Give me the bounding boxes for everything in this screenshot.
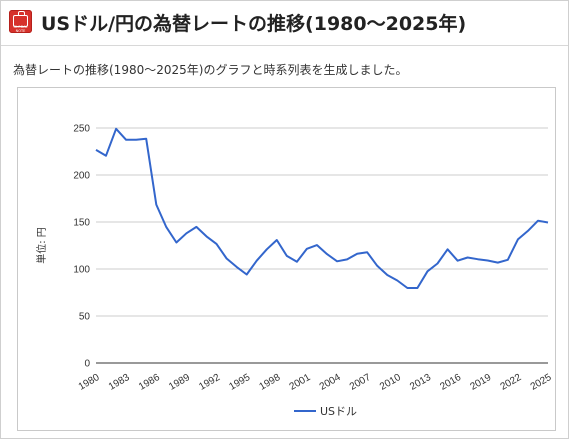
y-tick-label: 250 (73, 124, 90, 135)
x-tick-label: 2001 (288, 372, 313, 393)
x-tick-label: 2007 (348, 372, 373, 393)
x-tick-labels: 1980 1983 1986 1989 1992 1995 1998 2001 2004 2007… (77, 372, 554, 393)
series-line[interactable] (95, 127, 549, 289)
series-lines (95, 127, 549, 289)
series-points (95, 128, 549, 288)
x-tick-label: 1998 (258, 372, 283, 393)
page-subtitle: 為替レートの推移(1980～2025年)のグラフと時系列表を生成しました。 (13, 63, 408, 77)
x-tick-label: 2016 (438, 372, 463, 393)
x-tick-label: 2010 (378, 372, 403, 393)
y-axis-label: 単位: 円 (35, 227, 48, 264)
grid-lines (96, 127, 548, 364)
legend-label: USドル (320, 405, 357, 418)
legend[interactable]: USドル (294, 405, 357, 418)
x-tick-label: 2025 (529, 372, 554, 393)
x-tick-label: 2013 (408, 372, 433, 393)
x-tick-label: 1983 (107, 372, 132, 393)
x-tick-label: 2022 (499, 372, 524, 393)
y-tick-labels: 0 50 100 150 200 250 (73, 124, 90, 370)
y-tick-label: 0 (84, 359, 90, 370)
y-tick-label: 100 (73, 265, 90, 276)
y-tick-label: 50 (79, 312, 91, 323)
y-tick-label: 200 (73, 171, 90, 182)
x-tick-label: 1992 (197, 372, 222, 393)
x-tick-label: 1989 (167, 372, 192, 393)
x-tick-label: 1995 (227, 372, 252, 393)
x-tick-label: 1986 (137, 372, 162, 393)
briefcase-icon: GLOBAL NOTE (9, 10, 32, 33)
y-tick-label: 150 (73, 218, 90, 229)
x-tick-label: 1980 (77, 372, 102, 393)
page-title: USドル/円の為替レートの推移(1980～2025年) (41, 13, 467, 35)
x-tick-label: 2004 (318, 372, 343, 393)
page-header: GLOBAL NOTE USドル/円の為替レートの推移(1980～2025年) (1, 1, 568, 46)
chart-container: 0 50 100 150 200 250 1980 1983 1986 1989 1992 1995… (17, 87, 556, 431)
x-tick-label: 2019 (468, 372, 493, 393)
logo-text: GLOBAL NOTE (13, 25, 28, 33)
line-chart: 0 50 100 150 200 250 1980 1983 1986 1989 1992 1995… (35, 124, 554, 419)
